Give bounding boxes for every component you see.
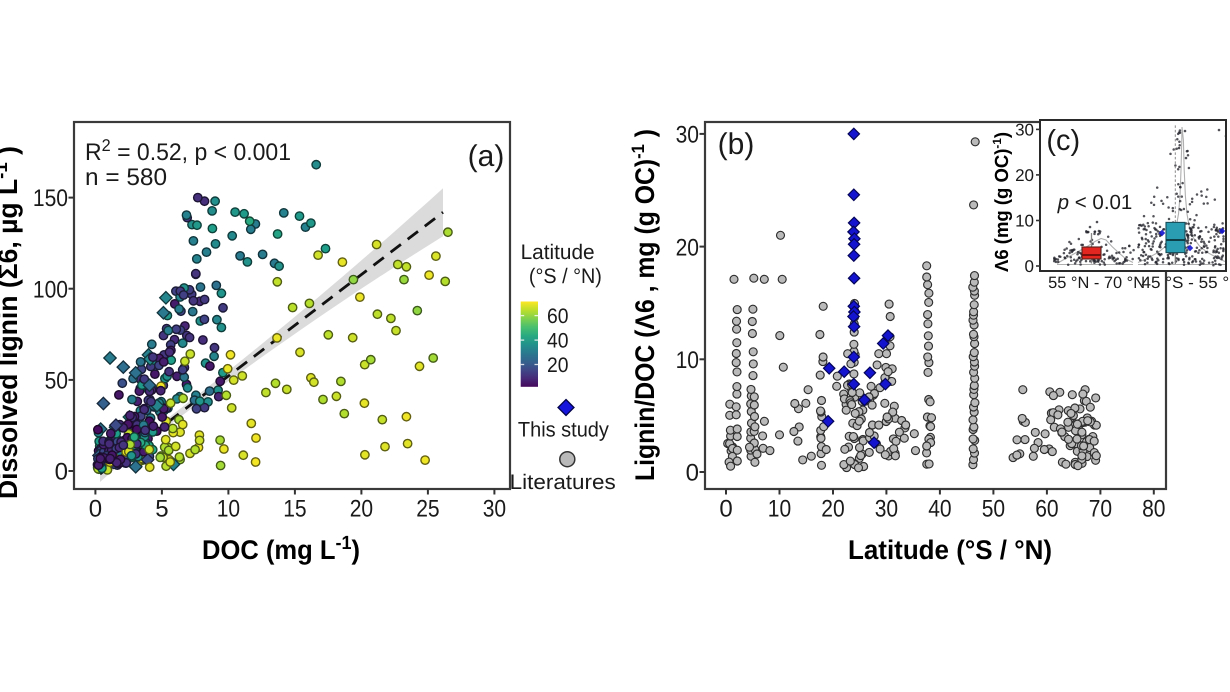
svg-text:Latitude: Latitude: [521, 241, 595, 264]
svg-text:10: 10: [768, 496, 791, 523]
svg-text:30: 30: [676, 122, 699, 149]
svg-text:15: 15: [283, 496, 306, 523]
svg-text:Lignin/DOC (Λ6 , mg (g OC)-1 ): Lignin/DOC (Λ6 , mg (g OC)-1 ): [628, 129, 660, 481]
svg-text:50: 50: [45, 368, 68, 395]
svg-text:20: 20: [1015, 166, 1034, 185]
svg-text:30: 30: [875, 496, 898, 523]
svg-text:20: 20: [547, 354, 569, 377]
svg-text:(b): (b): [718, 128, 755, 161]
svg-text:Latitude (°S / °N): Latitude (°S / °N): [848, 535, 1052, 565]
svg-text:10: 10: [1015, 212, 1034, 231]
svg-text:n = 580: n = 580: [85, 164, 167, 191]
svg-text:Literatures: Literatures: [510, 471, 616, 494]
svg-text:(c): (c): [1046, 125, 1080, 157]
svg-text:20: 20: [676, 234, 699, 261]
svg-text:This study: This study: [518, 419, 609, 442]
svg-text:30: 30: [483, 496, 506, 523]
svg-text:0: 0: [55, 459, 68, 486]
svg-text:20: 20: [350, 496, 373, 523]
svg-text:55 °N - 70 °N: 55 °N - 70 °N: [1048, 274, 1145, 292]
svg-text:(°S / °N): (°S / °N): [529, 265, 602, 288]
svg-text:0: 0: [686, 460, 699, 487]
svg-text:45 °S - 55 °N: 45 °S - 55 °N: [1142, 274, 1230, 292]
svg-text:0: 0: [89, 496, 102, 523]
svg-text:40: 40: [928, 496, 951, 523]
svg-text:0: 0: [1025, 257, 1034, 276]
svg-text:0: 0: [719, 496, 732, 523]
svg-text:60: 60: [547, 305, 569, 328]
svg-text:70: 70: [1089, 496, 1112, 523]
svg-text:40: 40: [547, 330, 569, 353]
svg-text:Λ6 (mg (g OC)-1): Λ6 (mg (g OC)-1): [990, 132, 1013, 272]
svg-text:30: 30: [1015, 120, 1034, 139]
svg-text:5: 5: [155, 496, 168, 523]
svg-text:(a): (a): [468, 140, 505, 173]
svg-text:10: 10: [217, 496, 240, 523]
svg-text:Dissolved lignin (Σ6, µg L-1 ): Dissolved lignin (Σ6, µg L-1 ): [0, 146, 23, 499]
svg-text:80: 80: [1142, 496, 1165, 523]
svg-text:R2 = 0.52, p < 0.001: R2 = 0.52, p < 0.001: [85, 136, 291, 167]
svg-text:10: 10: [676, 347, 699, 374]
svg-text:DOC (mg L-1): DOC (mg L-1): [202, 533, 360, 566]
svg-text:150: 150: [33, 185, 68, 212]
svg-text:60: 60: [1035, 496, 1058, 523]
svg-text:20: 20: [821, 496, 844, 523]
svg-text:p < 0.01: p < 0.01: [1057, 191, 1133, 214]
svg-text:25: 25: [416, 496, 439, 523]
svg-text:100: 100: [33, 276, 68, 303]
svg-text:50: 50: [982, 496, 1005, 523]
